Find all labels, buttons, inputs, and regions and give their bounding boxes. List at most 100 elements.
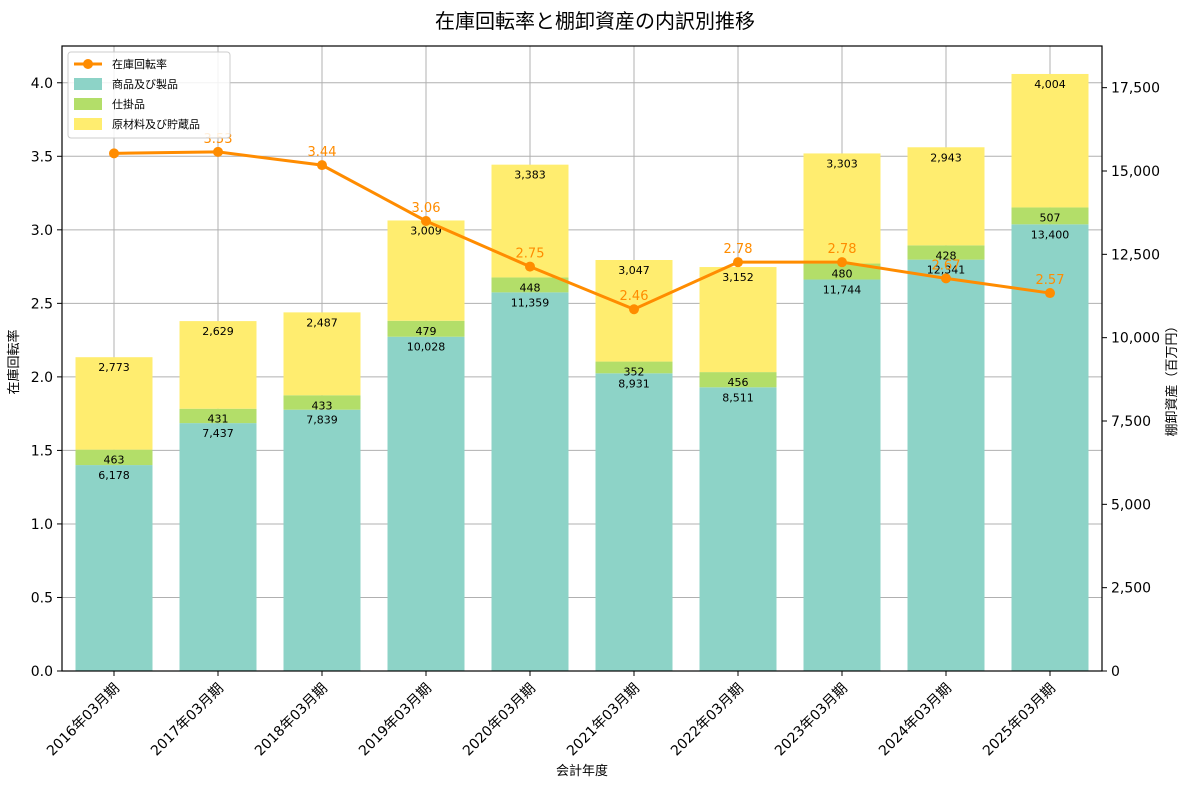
bar-value-label: 431 (208, 413, 229, 426)
rate-value-label: 2.57 (1036, 273, 1065, 288)
legend-swatch (74, 98, 102, 110)
legend-label: 在庫回転率 (112, 57, 167, 71)
rate-marker (1045, 288, 1055, 299)
rate-value-label: 3.06 (412, 201, 441, 216)
bar-value-label: 480 (832, 268, 853, 281)
bar-value-label: 2,773 (98, 361, 130, 374)
x-tick-label: 2023年03月期 (772, 681, 851, 760)
y-right-tick-label: 2,500 (1111, 581, 1151, 597)
legend-swatch (74, 78, 102, 90)
y-right-tick-label: 5,000 (1111, 497, 1151, 513)
legend-swatch-marker (83, 59, 93, 69)
bar-segment (491, 164, 569, 278)
bar-value-label: 456 (728, 376, 749, 389)
rate-value-label: 2.75 (516, 247, 545, 262)
bar-segment (75, 449, 153, 466)
y-left-tick-label: 3.5 (31, 149, 53, 165)
bar-segment (1011, 224, 1089, 672)
y-right-tick-label: 17,500 (1111, 81, 1160, 97)
bar-value-label: 11,744 (823, 284, 862, 297)
y-left-tick-label: 1.5 (31, 443, 53, 459)
bar-value-label: 3,383 (514, 169, 546, 182)
bar-value-label: 11,359 (511, 296, 550, 309)
y-left-tick-label: 2.0 (31, 370, 53, 386)
bars (75, 73, 1089, 672)
bar-value-label: 479 (416, 325, 437, 338)
bar-segment (907, 259, 985, 671)
legend-swatch (74, 118, 102, 130)
y-right-tick-label: 7,500 (1111, 414, 1151, 430)
y-axis-left-title: 在庫回転率 (6, 329, 22, 394)
bar-segment (387, 336, 465, 671)
rate-value-label: 2.78 (828, 242, 857, 257)
chart-title: 在庫回転率と棚卸資産の内訳別推移 (435, 9, 755, 33)
x-tick-label: 2018年03月期 (252, 681, 331, 760)
x-tick-label: 2020年03月期 (460, 681, 539, 760)
bar-value-label: 433 (312, 399, 333, 412)
bar-segment (283, 395, 361, 410)
bar-value-label: 3,303 (826, 157, 858, 170)
bar-segment (1011, 73, 1089, 208)
bar-value-label: 352 (624, 366, 645, 379)
rate-line: 3.533.443.062.752.462.78 2.782.672.57 (109, 132, 1065, 315)
bar-segment (283, 312, 361, 396)
bar-segment (699, 387, 777, 671)
bar-value-label: 3,047 (618, 264, 650, 277)
rate-marker (733, 257, 743, 268)
y-left-tick-label: 1.0 (31, 517, 53, 533)
bar-segment (179, 408, 257, 424)
legend-box (67, 51, 231, 139)
bar-segment (387, 220, 465, 321)
bar-segment (595, 361, 673, 374)
x-axis-title: 会計年度 (556, 763, 608, 779)
bar-segment (803, 263, 881, 280)
bar-segment (491, 292, 569, 671)
rate-line-path (113, 150, 1051, 311)
bar-segment (75, 465, 153, 671)
x-tick-label: 2017年03月期 (148, 681, 227, 760)
bar-value-label: 2,629 (202, 325, 234, 338)
y-right-tick-label: 10,000 (1111, 331, 1160, 347)
rate-marker (109, 148, 119, 159)
bar-segment (179, 423, 257, 671)
bar-value-label: 7,437 (202, 427, 234, 440)
y-left-tick-label: 0.5 (31, 590, 53, 606)
rate-marker (629, 304, 639, 315)
rate-value-label: 2.46 (620, 289, 649, 304)
bar-value-label: 7,839 (306, 414, 338, 427)
legend-label: 仕掛品 (112, 97, 145, 111)
x-tick-label: 2021年03月期 (564, 681, 643, 760)
bar-segment (491, 277, 569, 293)
bar-segment (907, 147, 985, 246)
y-left-tick-label: 2.5 (31, 296, 53, 312)
bar-value-label: 448 (520, 281, 541, 294)
bar-value-label: 507 (1040, 211, 1061, 224)
x-tick-label: 2025年03月期 (980, 681, 1059, 760)
bar-segment (803, 279, 881, 671)
bar-segment (699, 372, 777, 388)
bar-value-label: 2,943 (930, 151, 962, 164)
bar-value-label: 4,004 (1034, 78, 1066, 91)
rate-marker (525, 261, 535, 272)
y-right-tick-label: 12,500 (1111, 247, 1160, 263)
bar-value-label: 3,152 (722, 271, 754, 284)
y-right-tick-label: 15,000 (1111, 164, 1160, 180)
y-left-tick-label: 0.0 (31, 664, 53, 680)
rate-marker (317, 160, 327, 171)
rate-value-label: 2.78 (724, 242, 753, 257)
rate-marker (837, 257, 847, 268)
bar-value-label: 12,341 (927, 264, 966, 277)
bar-value-label: 6,178 (98, 469, 130, 482)
bar-segment (1011, 207, 1089, 225)
rate-marker (941, 273, 951, 284)
bar-value-label: 8,511 (722, 391, 754, 404)
rate-marker (421, 216, 431, 226)
bar-value-label: 463 (104, 454, 125, 467)
y-right-tick-label: 0 (1111, 664, 1120, 680)
bar-segment (179, 321, 257, 409)
legend-label: 商品及び製品 (112, 77, 178, 91)
bar-value-label: 428 (936, 249, 957, 262)
